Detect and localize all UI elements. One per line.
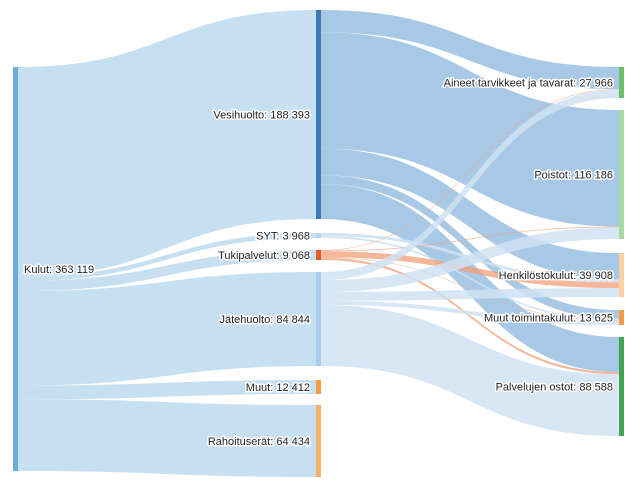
link-tukipalvelut-to-aineet xyxy=(321,89,619,251)
link-vesihuolto-to-poistot xyxy=(321,32,619,227)
link-tukipalvelut-to-poistot xyxy=(321,226,619,252)
label-aineet: Aineet tarvikkeet ja tavarat: 27 966 xyxy=(444,78,613,90)
label-rahoituserat: Rahoituserät: 64 434 xyxy=(208,436,310,448)
link-kulut-to-muut xyxy=(18,380,316,400)
link-kulut-to-tukipalvelut xyxy=(18,250,316,292)
node-rahoituserat xyxy=(316,405,321,477)
node-palvelujen xyxy=(619,337,624,436)
label-muut: Muut: 12 412 xyxy=(246,382,310,394)
label-vesihuolto: Vesihuolto: 188 393 xyxy=(213,110,310,122)
link-jatehuolto-to-muuttoiminta xyxy=(321,300,619,325)
label-kulut: Kulut: 363 119 xyxy=(24,264,94,276)
link-vesihuolto-to-aineet xyxy=(321,10,619,90)
label-muuttoiminta: Muut toimintakulut: 13 625 xyxy=(484,313,613,325)
sankey-nodes xyxy=(13,10,624,477)
node-poistot xyxy=(619,110,624,239)
node-vesihuolto xyxy=(316,10,321,219)
link-tukipalvelut-to-muuttoiminta xyxy=(321,257,619,321)
link-jatehuolto-to-poistot xyxy=(321,227,619,292)
link-vesihuolto-to-muuttoiminta xyxy=(321,175,619,319)
label-henkilosto: Henkilöstökulut: 39 908 xyxy=(499,270,613,282)
link-tukipalvelut-to-palvelujen xyxy=(321,257,619,375)
link-kulut-to-rahoituserat xyxy=(18,399,316,477)
link-vesihuolto-to-henkilosto xyxy=(321,148,619,280)
node-syt xyxy=(316,233,321,238)
link-jatehuolto-to-aineet xyxy=(321,89,619,281)
link-kulut-to-vesihuolto xyxy=(18,10,316,277)
node-tukipalvelut xyxy=(316,250,321,260)
label-syt: SYT: 3 968 xyxy=(256,231,310,243)
label-tukipalvelut: Tukipalvelut: 9 068 xyxy=(218,250,310,262)
link-syt-to-muuttoiminta xyxy=(321,236,619,321)
link-jatehuolto-to-palvelujen xyxy=(321,304,619,436)
node-aineet xyxy=(619,67,624,98)
label-jatehuolto: Jätehuolto: 84 844 xyxy=(219,314,310,326)
node-muut xyxy=(316,380,321,394)
node-jatehuolto xyxy=(316,272,321,366)
node-henkilosto xyxy=(619,253,624,297)
node-muuttoiminta xyxy=(619,310,624,325)
label-poistot: Poistot: 116 186 xyxy=(534,170,613,182)
link-kulut-to-syt xyxy=(18,233,316,282)
link-jatehuolto-to-henkilosto xyxy=(321,288,619,301)
sankey-labels: Kulut: 363 119 Vesihuolto: 188 393 SYT: 3 … xyxy=(23,76,615,450)
node-kulut xyxy=(13,67,18,471)
sankey-links xyxy=(18,10,619,477)
label-palvelujen: Palvelujen ostot: 88 588 xyxy=(496,382,613,394)
link-kulut-to-jatehuolto xyxy=(18,272,316,386)
